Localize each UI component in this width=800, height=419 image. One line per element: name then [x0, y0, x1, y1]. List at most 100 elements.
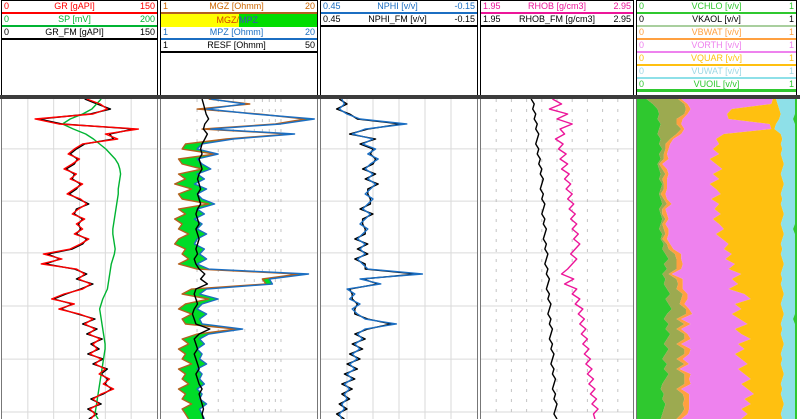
curve-right-scale: 1: [788, 79, 794, 89]
curve-name: VQUAR [v/v]: [690, 53, 742, 63]
curve-legend-vorth[interactable]: 0 VORTH [v/v] 1: [637, 40, 796, 53]
curve-name: MGZ [Ohmm]: [209, 1, 264, 11]
crossover-fill: [174, 99, 315, 419]
curve-right-scale: 20: [304, 1, 315, 11]
curve-right-scale: 1: [788, 53, 794, 63]
curve-left-scale: 0: [4, 1, 10, 11]
curve-name: VUOIL [v/v]: [693, 79, 740, 89]
curve-legend-mgz[interactable]: 1 MGZ [Ohmm] 20: [161, 1, 317, 14]
curve-gr: [35, 99, 138, 419]
fill-vquar: [709, 99, 784, 419]
curve-legend-resf[interactable]: 1 RESF [Ohmm] 50: [161, 40, 317, 53]
curve-legend-nphi_fm[interactable]: 0.45 NPHI_FM [v/v] -0.15: [321, 14, 477, 27]
curve-name: VUWAT [v/v]: [691, 66, 742, 76]
fill-vkaol: [646, 99, 686, 419]
fill-vchlo: [637, 99, 672, 419]
curve-name: RESF [Ohmm]: [207, 40, 266, 50]
curve-left-scale: 0: [639, 79, 645, 89]
curve-right-scale: 150: [139, 27, 155, 37]
curve-name: VBWAT [v/v]: [691, 27, 742, 37]
curve-legend-mpz[interactable]: 1 MPZ [Ohmm] 20: [161, 27, 317, 40]
track-header-4: 1.95 RHOB [g/cm3] 2.95 1.95 RHOB_FM [g/cm3] 2…: [480, 0, 634, 95]
curve-left-scale: 1: [163, 1, 169, 11]
curve-left-scale: 0.45: [323, 14, 341, 24]
fill-vorth: [662, 99, 773, 419]
curve-name: NPHI_FM [v/v]: [368, 14, 427, 24]
track-5-canvas: [637, 99, 795, 419]
curve-right-scale: 150: [139, 1, 155, 11]
curve-right-scale: 2.95: [613, 14, 631, 24]
log-plot-area: [0, 99, 800, 419]
curve-legend-vbwat[interactable]: 0 VBWAT [v/v] 1: [637, 27, 796, 40]
curve-left-scale: 0: [639, 53, 645, 63]
curve-left-scale: 0: [4, 27, 10, 37]
curve-nphi_fm: [337, 99, 418, 419]
curve-legend-vkaol[interactable]: 0 VKAOL [v/v] 1: [637, 14, 796, 27]
track-header-3: 0.45 NPHI [v/v] -0.15 0.45 NPHI_FM [v/v] -0.1…: [320, 0, 478, 95]
curve-left-scale: 0: [639, 1, 645, 11]
curve-legend-rhob_fm[interactable]: 1.95 RHOB_FM [g/cm3] 2.95: [481, 14, 633, 27]
curve-legend-vquar[interactable]: 0 VQUAR [v/v] 1: [637, 53, 796, 66]
curve-legend-gr[interactable]: 0 GR [gAPI] 150: [2, 1, 157, 14]
curve-name: GR [gAPI]: [54, 1, 95, 11]
curve-name: VORTH [v/v]: [691, 40, 742, 50]
curve-left-scale: 0: [4, 14, 10, 24]
track-header-5: 0 VCHLO [v/v] 1 0 VKAOL [v/v] 1 0 VBWAT [v/v] 1 0…: [636, 0, 797, 95]
curve-left-scale: 0: [639, 14, 645, 24]
crossover-right-label: MPZ: [239, 14, 317, 27]
track-plot-5[interactable]: [636, 99, 797, 419]
track-2-canvas: [161, 99, 317, 419]
curve-legend-nphi[interactable]: 0.45 NPHI [v/v] -0.15: [321, 1, 477, 14]
curve-right-scale: 1: [788, 40, 794, 50]
header-plot-separator: [0, 95, 800, 99]
track-header-1: 0 GR [gAPI] 150 0 SP [mV] 200 0 GR_FM [gAPI] 150: [1, 0, 158, 95]
track-plot-1[interactable]: [1, 99, 158, 419]
curve-left-scale: 0: [639, 40, 645, 50]
curve-name: RHOB_FM [g/cm3]: [518, 14, 595, 24]
curve-name: GR_FM [gAPI]: [45, 27, 104, 37]
crossover-fill-legend[interactable]: MGZ/MPZ: [161, 14, 317, 27]
track-plot-2[interactable]: [160, 99, 318, 419]
track-plot-4[interactable]: [480, 99, 634, 419]
track-plot-3[interactable]: [320, 99, 478, 419]
curve-right-scale: 2.95: [613, 1, 631, 11]
curve-resf: [192, 99, 209, 419]
curve-legend-rhob[interactable]: 1.95 RHOB [g/cm3] 2.95: [481, 1, 633, 14]
curve-legend-vuoil[interactable]: 0 VUOIL [v/v] 1: [637, 79, 796, 92]
fill-vuwat: [774, 99, 795, 419]
curve-right-scale: -0.15: [454, 1, 475, 11]
curve-name: VKAOL [v/v]: [692, 14, 741, 24]
curve-name: VCHLO [v/v]: [691, 1, 742, 11]
curve-name: NPHI [v/v]: [377, 1, 418, 11]
curve-name: MPZ [Ohmm]: [209, 27, 264, 37]
curve-right-scale: 50: [304, 40, 315, 50]
curve-rhob: [549, 99, 598, 419]
curve-left-scale: 1.95: [483, 14, 501, 24]
curve-left-scale: 1: [163, 27, 169, 37]
curve-left-scale: 1.95: [483, 1, 501, 11]
curve-right-scale: -0.15: [454, 14, 475, 24]
curve-legend-sp[interactable]: 0 SP [mV] 200: [2, 14, 157, 27]
curve-left-scale: 0: [639, 66, 645, 76]
curve-sp: [62, 99, 120, 419]
curve-right-scale: 1: [788, 66, 794, 76]
track-1-canvas: [2, 99, 157, 419]
curve-legend-vchlo[interactable]: 0 VCHLO [v/v] 1: [637, 1, 796, 14]
track-3-canvas: [321, 99, 477, 419]
curve-legend-vuwat[interactable]: 0 VUWAT [v/v] 1: [637, 66, 796, 79]
curve-mpz: [194, 99, 314, 419]
curve-rhob_fm: [531, 99, 557, 419]
curve-mgz: [175, 99, 306, 419]
curve-left-scale: 1: [163, 40, 169, 50]
curve-right-scale: 200: [139, 14, 155, 24]
curve-legend-gr_fm[interactable]: 0 GR_FM [gAPI] 150: [2, 27, 157, 40]
crossover-left-label: MGZ/: [161, 14, 239, 27]
curve-right-scale: 1: [788, 27, 794, 37]
curve-nphi: [339, 99, 422, 419]
curve-left-scale: 0.45: [323, 1, 341, 11]
curve-left-scale: 0: [639, 27, 645, 37]
curve-right-scale: 1: [788, 14, 794, 24]
curve-name: RHOB [g/cm3]: [527, 1, 586, 11]
track-4-canvas: [481, 99, 633, 419]
